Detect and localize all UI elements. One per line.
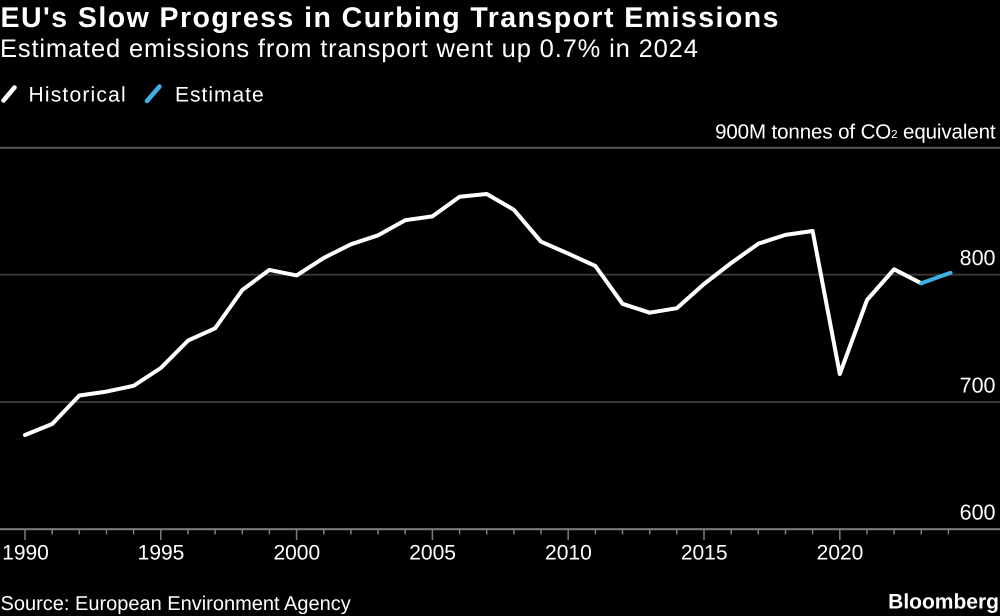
- svg-text:2020: 2020: [817, 542, 864, 565]
- svg-text:900M tonnes of CO2 equivalent: 900M tonnes of CO2 equivalent: [715, 121, 996, 144]
- svg-text:Historical: Historical: [29, 84, 127, 107]
- svg-text:Estimated emissions from trans: Estimated emissions from transport went …: [0, 35, 699, 63]
- svg-text:2000: 2000: [273, 542, 320, 565]
- svg-text:800: 800: [960, 246, 996, 270]
- svg-text:700: 700: [960, 374, 996, 398]
- svg-text:1995: 1995: [138, 542, 185, 565]
- svg-text:600: 600: [960, 500, 996, 524]
- svg-text:1990: 1990: [2, 542, 49, 565]
- svg-text:Bloomberg: Bloomberg: [888, 591, 999, 614]
- svg-text:2005: 2005: [409, 542, 456, 565]
- svg-text:EU's Slow Progress in Curbing: EU's Slow Progress in Curbing Transport …: [1, 2, 780, 34]
- svg-text:2010: 2010: [545, 542, 592, 565]
- svg-text:Estimate: Estimate: [175, 84, 265, 107]
- svg-text:2015: 2015: [681, 542, 728, 565]
- svg-text:Source: European Environment A: Source: European Environment Agency: [1, 593, 351, 615]
